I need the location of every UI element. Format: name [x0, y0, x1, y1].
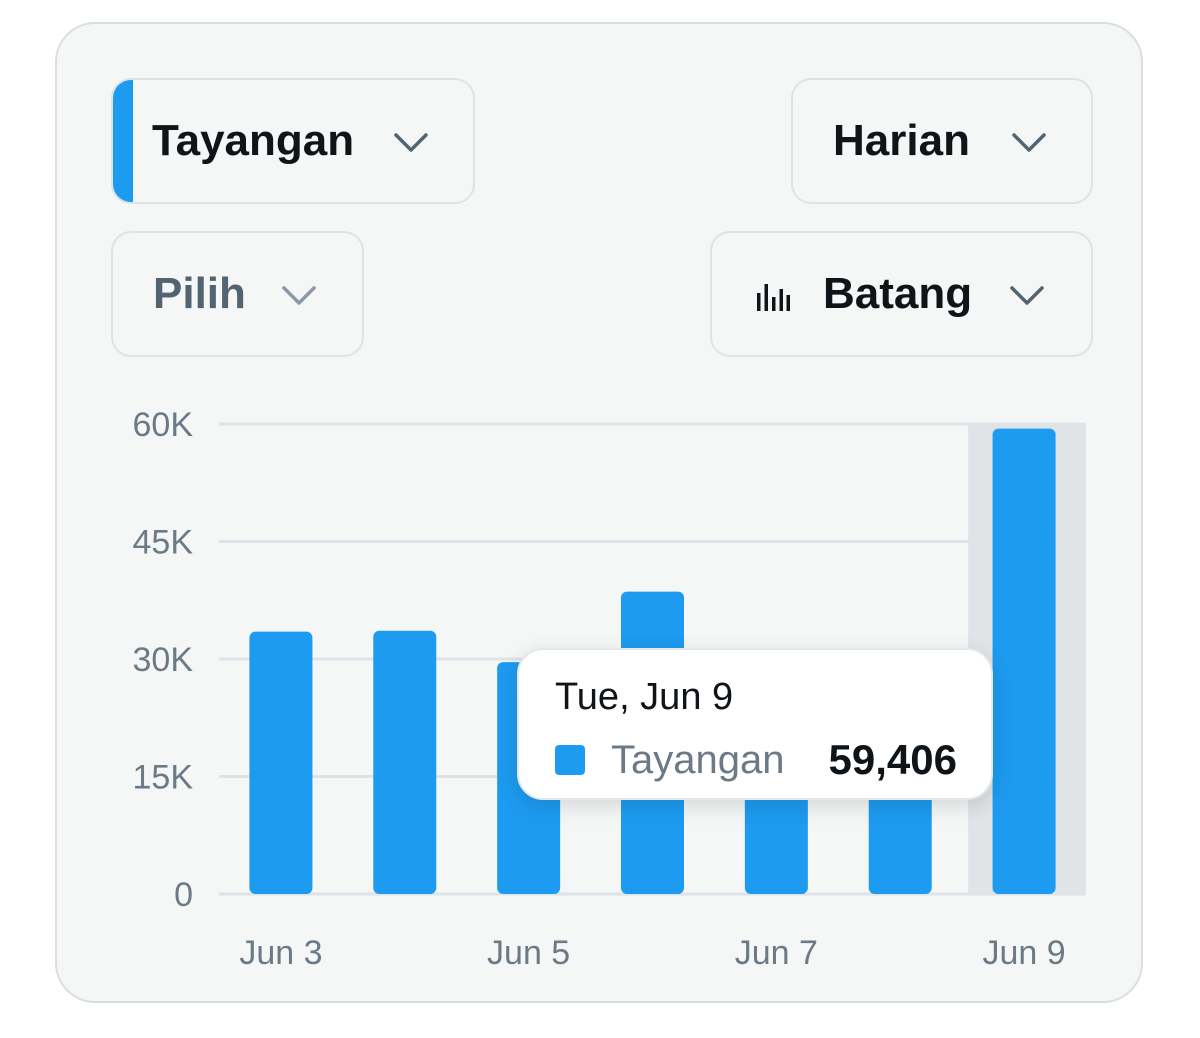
period-dropdown[interactable]: Harian: [791, 78, 1093, 204]
analytics-card: Tayangan Harian Pilih Batang 0 15K 30K 45K 6…: [55, 22, 1143, 1003]
chevron-down-icon: [1012, 133, 1046, 152]
series-color-indicator: [113, 80, 133, 202]
y-tick-label: 45K: [133, 524, 194, 562]
y-tick-label: 30K: [133, 641, 194, 679]
bar: [249, 631, 313, 894]
y-tick-label: 0: [174, 876, 193, 914]
chart-type-dropdown[interactable]: Batang: [710, 231, 1093, 357]
bar: [373, 630, 437, 894]
chart-tooltip: Tue, Jun 9 Tayangan 59,406: [517, 648, 993, 800]
chevron-down-icon: [282, 286, 316, 305]
metric-dropdown-label: Tayangan: [152, 116, 355, 165]
chevron-down-icon: [1010, 286, 1044, 305]
compare-dropdown[interactable]: Pilih: [111, 231, 364, 357]
metric-dropdown[interactable]: Tayangan: [111, 78, 475, 204]
y-tick-label: 60K: [133, 406, 194, 444]
tooltip-date: Tue, Jun 9: [555, 676, 734, 718]
chevron-down-icon: [394, 133, 428, 152]
compare-dropdown-label: Pilih: [153, 269, 246, 318]
bar-chart-icon: [757, 284, 790, 311]
tooltip-series-swatch: [555, 745, 585, 775]
x-tick-label: Jun 9: [982, 934, 1065, 972]
bar: [992, 428, 1056, 894]
tooltip-series-name: Tayangan: [611, 738, 785, 782]
tooltip-value: 59,406: [828, 736, 957, 783]
chart-type-dropdown-label: Batang: [823, 269, 973, 318]
x-tick-label: Jun 3: [239, 934, 322, 972]
x-tick-label: Jun 7: [735, 934, 818, 972]
period-dropdown-label: Harian: [833, 116, 970, 165]
y-tick-label: 15K: [133, 759, 194, 797]
x-tick-label: Jun 5: [487, 934, 570, 972]
bar-chart: 0 15K 30K 45K 60K Jun 3 Jun 5 Jun 7 Jun 9: [133, 406, 1086, 972]
